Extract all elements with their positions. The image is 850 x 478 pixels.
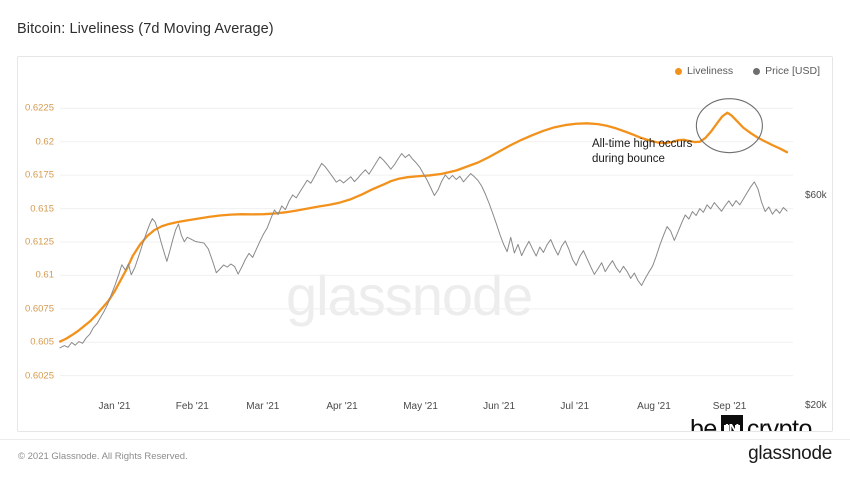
gridlines xyxy=(60,107,793,377)
annotation-line-1: All-time high occurs xyxy=(592,138,693,150)
beincrypto-logo-post: crypto xyxy=(746,415,813,432)
beincrypto-logo: be IN crypto xyxy=(690,415,813,432)
y-axis-tick-label: 0.62 xyxy=(35,136,55,148)
footer-divider xyxy=(0,439,850,440)
beincrypto-logo-pre: be xyxy=(690,415,717,432)
x-axis-tick-label: Sep '21 xyxy=(712,401,747,412)
annotation-ellipse xyxy=(695,98,763,154)
annotation-text: All-time high occurs during bounce xyxy=(592,137,722,167)
price-axis-top-label: $60k xyxy=(805,190,827,201)
x-axis-tick-label: Jul '21 xyxy=(560,401,589,412)
x-axis-tick-label: Mar '21 xyxy=(246,401,280,412)
y-axis-tick-label: 0.6075 xyxy=(24,303,54,315)
legend-item-liveliness[interactable]: Liveliness xyxy=(675,65,733,77)
x-axis-tick-label: May '21 xyxy=(403,401,438,412)
x-axis-tick-label: Jun '21 xyxy=(483,401,516,412)
chart-card: Liveliness Price [USD] glassnode 0.6225 0… xyxy=(17,56,833,432)
y-axis-tick-label: 0.615 xyxy=(30,203,54,215)
glassnode-footer-logo: glassnode xyxy=(748,443,832,464)
y-axis-tick-label: 0.6175 xyxy=(24,169,54,181)
series-line-liveliness xyxy=(58,111,789,343)
plot-svg xyxy=(58,98,793,377)
page-title: Bitcoin: Liveliness (7d Moving Average) xyxy=(17,21,274,37)
footer-copyright: © 2021 Glassnode. All Rights Reserved. xyxy=(18,451,188,462)
series-line-price-usd xyxy=(59,153,788,349)
y-axis-tick-label: 0.605 xyxy=(30,336,54,348)
legend-label-liveliness: Liveliness xyxy=(687,65,734,77)
price-axis-bottom-label: $20k xyxy=(805,400,827,411)
y-axis-tick-label: 0.61 xyxy=(35,269,55,281)
y-axis-tick-label: 0.6225 xyxy=(24,102,54,114)
x-axis-tick-label: Jan '21 xyxy=(98,401,131,412)
y-axis-tick-label: 0.6125 xyxy=(24,236,54,248)
circle-marker-icon xyxy=(753,67,761,75)
series-layer xyxy=(58,111,789,349)
legend-item-price[interactable]: Price [USD] xyxy=(753,65,820,77)
circle-marker-icon xyxy=(675,67,683,75)
y-axis-tick-label: 0.6025 xyxy=(24,370,54,382)
x-axis-tick-label: Feb '21 xyxy=(175,401,209,412)
x-axis-tick-label: Apr '21 xyxy=(326,401,358,412)
annotation-line-2: during bounce xyxy=(592,153,665,165)
beincrypto-logo-mid: IN xyxy=(720,415,743,431)
chart-legend: Liveliness Price [USD] xyxy=(675,65,820,77)
x-axis-tick-label: Aug '21 xyxy=(637,401,671,412)
legend-label-price: Price [USD] xyxy=(765,65,820,77)
